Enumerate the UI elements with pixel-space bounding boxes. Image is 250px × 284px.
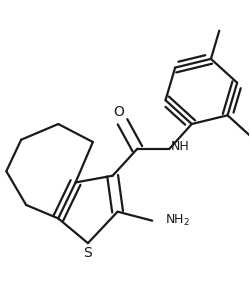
Text: O: O — [114, 105, 124, 119]
Text: NH$_2$: NH$_2$ — [164, 213, 190, 228]
Text: NH: NH — [171, 140, 190, 153]
Text: S: S — [84, 246, 92, 260]
